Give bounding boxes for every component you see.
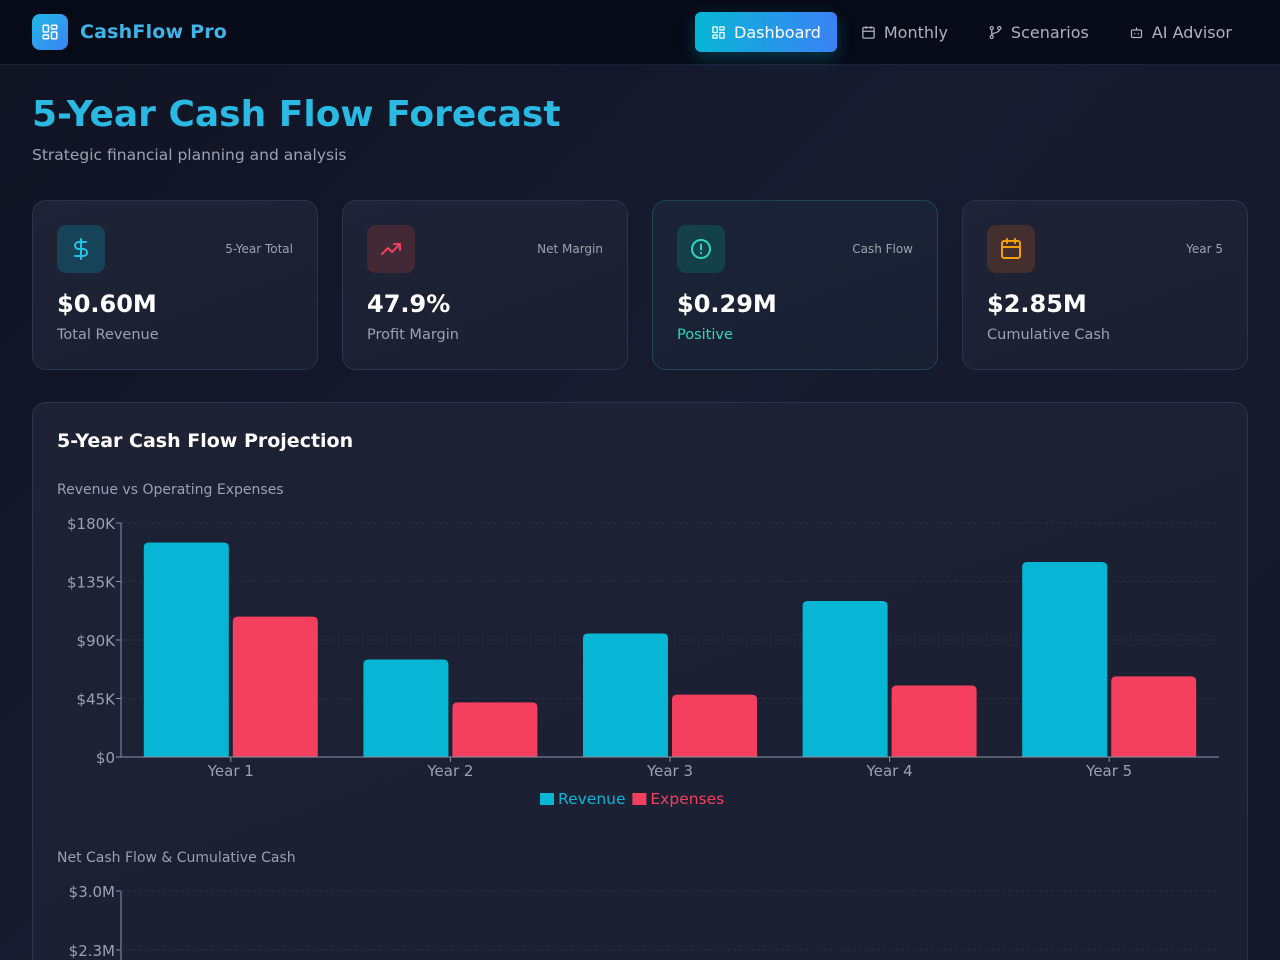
bar-expenses (891, 685, 977, 757)
bar-revenue (363, 659, 449, 757)
app-name: CashFlow Pro (80, 21, 228, 43)
y-tick-label: $2.3M (69, 942, 115, 960)
x-tick-label: Year 2 (426, 762, 473, 780)
legend-swatch-revenue (540, 793, 554, 805)
x-tick-label: Year 5 (1085, 762, 1132, 780)
kpi-value: $2.85M (987, 290, 1087, 318)
line-chart: $2.3M $3.0M (69, 883, 1219, 960)
kpi-card-cash-flow[interactable]: Cash Flow $0.29M Positive (652, 200, 938, 370)
line-chart-title: Net Cash Flow & Cumulative Cash (57, 850, 296, 866)
trending-up-icon (367, 225, 415, 273)
legend-swatch-expenses (632, 793, 647, 805)
bar-revenue (143, 542, 229, 757)
kpi-label: Positive (677, 327, 733, 343)
bot-icon (1130, 27, 1142, 38)
page-title: 5-Year Cash Flow Forecast (32, 94, 561, 135)
nav-dashboard[interactable]: Dashboard (695, 12, 837, 52)
x-tick-label: Year 3 (646, 762, 693, 780)
bar-revenue (802, 601, 888, 757)
y-tick-label: $135K (67, 574, 116, 592)
nav-ai-advisor-label: AI Advisor (1151, 22, 1232, 42)
kpi-label: Profit Margin (367, 327, 459, 343)
layout-grid-icon (712, 25, 725, 39)
dollar-icon (57, 225, 105, 273)
nav-scenarios-label: Scenarios (1010, 22, 1089, 42)
page-subtitle: Strategic financial planning and analysi… (32, 146, 347, 164)
bar-expenses (672, 694, 757, 757)
kpi-tag: Net Margin (537, 242, 603, 256)
kpi-tag: 5-Year Total (225, 242, 293, 256)
layout-grid-icon (32, 14, 68, 50)
kpi-value: 47.9% (367, 290, 451, 318)
nav-dashboard-label: Dashboard (734, 22, 821, 42)
bar-expenses (452, 702, 538, 757)
bar-chart-title: Revenue vs Operating Expenses (57, 482, 284, 498)
kpi-card-total-revenue[interactable]: 5-Year Total $0.60M Total Revenue (32, 200, 318, 370)
kpi-card-profit-margin[interactable]: Net Margin 47.9% Profit Margin (342, 200, 628, 370)
y-tick-label: $90K (77, 632, 117, 650)
y-tick-label: $3.0M (69, 883, 115, 901)
legend-label-expenses: Expenses (650, 790, 724, 808)
calendar-icon (862, 25, 875, 39)
kpi-tag: Year 5 (1186, 242, 1223, 256)
panel-title: 5-Year Cash Flow Projection (57, 430, 354, 452)
top-bar: CashFlow Pro Dashboard Monthly Scenarios (0, 0, 1280, 65)
legend-label-revenue: Revenue (558, 790, 626, 808)
x-tick-label: Year 4 (866, 762, 913, 780)
main-nav: Dashboard Monthly Scenarios AI Advisor (695, 12, 1248, 52)
chart-legend: Revenue Expenses (540, 790, 724, 808)
bar-expenses (232, 616, 318, 757)
nav-monthly[interactable]: Monthly (845, 12, 964, 52)
kpi-label: Total Revenue (57, 327, 159, 343)
kpi-label: Cumulative Cash (987, 327, 1111, 343)
nav-ai-advisor[interactable]: AI Advisor (1113, 12, 1248, 52)
bar-expenses (1111, 676, 1197, 757)
chart-panel: 5-Year Cash Flow Projection Revenue vs O… (32, 402, 1248, 960)
x-tick-label: Year 1 (207, 762, 254, 780)
y-tick-label: $0 (96, 749, 115, 767)
calendar-icon (987, 225, 1035, 273)
git-branch-icon (989, 25, 1002, 39)
bar-chart: $0 $45K $90K $135K $180K Year 1 Year 2 Year 3 Ye… (67, 515, 1219, 808)
y-tick-label: $180K (67, 515, 116, 533)
alert-circle-icon (677, 225, 725, 273)
kpi-value: $0.29M (677, 290, 777, 318)
nav-scenarios[interactable]: Scenarios (972, 12, 1105, 52)
y-tick-label: $45K (77, 691, 117, 709)
bar-revenue (583, 633, 668, 757)
brand[interactable]: CashFlow Pro (32, 14, 227, 50)
kpi-tag: Cash Flow (852, 242, 913, 256)
kpi-value: $0.60M (57, 290, 157, 318)
kpi-card-cumulative-cash[interactable]: Year 5 $2.85M Cumulative Cash (962, 200, 1248, 370)
nav-monthly-label: Monthly (883, 22, 948, 42)
bar-revenue (1022, 562, 1108, 757)
